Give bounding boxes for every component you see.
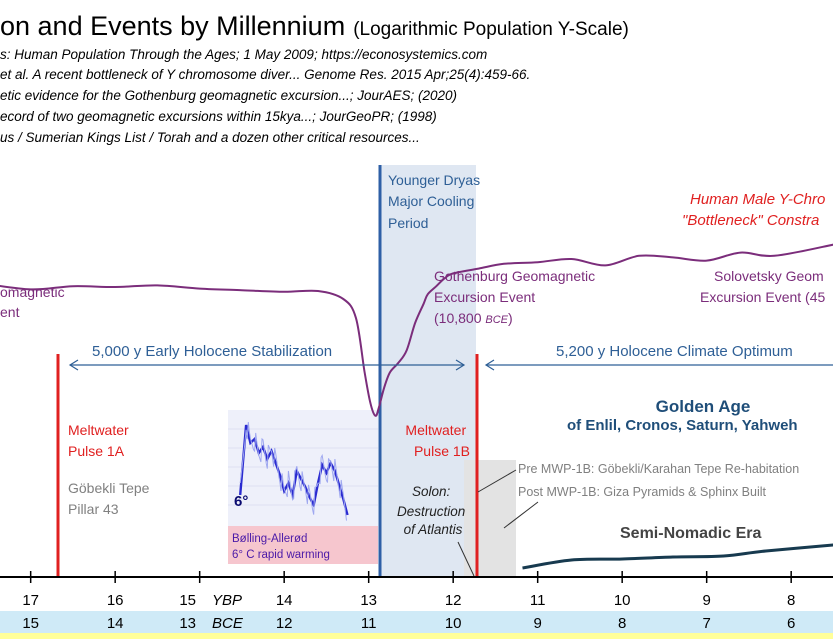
- gothenburg-date: (10,800 BCE): [434, 310, 513, 326]
- post-mwp-label: Post MWP-1B: Giza Pyramids & Sphinx Buil…: [518, 485, 767, 499]
- younger-dryas-band: [380, 165, 476, 577]
- bottleneck-label-2: "Bottleneck" Constra: [682, 212, 819, 229]
- source-line-2: et al. A recent bottleneck of Y chromoso…: [0, 67, 530, 82]
- bce-tick-label: 9: [534, 615, 542, 632]
- bce-tick-label: 6: [787, 615, 795, 632]
- ybp-tick-label: 12: [445, 592, 462, 609]
- population-curve: [0, 243, 833, 417]
- solovetsky-label: Solovetsky Geom Excursion Event (45: [700, 268, 828, 305]
- bce-axis-label: BCE: [212, 615, 244, 632]
- bce-tick-label: 11: [361, 615, 377, 632]
- ybp-tick-label: 9: [703, 592, 711, 609]
- bolling-inset-bg: [228, 410, 378, 526]
- source-line-1: s: Human Population Through the Ages; 1 …: [0, 47, 487, 62]
- ybp-tick-labels: 17 16 15 14 13 12 11 10 9 8: [22, 592, 795, 609]
- post-mwp-pointer: [503, 501, 539, 529]
- left-geomagnetic-label: omagnetic ent: [0, 284, 68, 320]
- bce-row-band: [0, 611, 833, 633]
- semi-nomadic-curve: [522, 543, 833, 570]
- bce-tick-label: 12: [276, 615, 293, 632]
- bce-tick-label: 14: [107, 615, 124, 632]
- younger-dryas-label: Younger Dryas Major Cooling Period: [388, 172, 484, 231]
- source-line-3: etic evidence for the Gothenburg geomagn…: [0, 88, 457, 103]
- early-holocene-arrow: [68, 359, 466, 371]
- gobekli-label: Göbekli Tepe Pillar 43: [68, 480, 153, 517]
- ybp-axis-label: YBP: [212, 592, 242, 609]
- bce-tick-label: 13: [179, 615, 196, 632]
- bolling-caption-box: [228, 526, 378, 564]
- bottleneck-label-1: Human Male Y-Chro: [690, 191, 825, 208]
- mwp1b-label: Meltwater Pulse 1B: [405, 422, 470, 459]
- title-sub: (Logarithmic Population Y-Scale): [353, 19, 629, 40]
- mwp1a-label: Meltwater Pulse 1A: [68, 422, 133, 459]
- bce-tick-label: 7: [703, 615, 711, 632]
- semi-nomadic-label: Semi-Nomadic Era: [620, 525, 761, 542]
- golden-age-sub: of Enlil, Cronos, Saturn, Yahweh: [567, 417, 798, 434]
- bce-tick-labels: 15 14 13 12 11 10 9 8 7 6: [22, 615, 795, 632]
- gothenburg-label: Gothenburg Geomagnetic Excursion Event: [434, 268, 599, 305]
- pre-mwp-pointer: [477, 469, 517, 493]
- solon-label: Solon: Destruction of Atlantis: [397, 484, 469, 537]
- mwp-gray-band: [464, 460, 516, 577]
- six-degrees-label: 6°: [234, 493, 248, 510]
- ybp-tick-label: 11: [530, 592, 546, 609]
- ybp-tick-label: 14: [276, 592, 293, 609]
- title-main: on and Events by Millennium: [0, 11, 345, 41]
- golden-age-label: Golden Age: [656, 397, 751, 416]
- source-line-5: us / Sumerian Kings List / Torah and a d…: [0, 130, 420, 145]
- bolling-caption: Bølling-Allerød: [232, 533, 307, 545]
- x-axis-ticks: [29, 571, 792, 583]
- ybp-tick-label: 17: [22, 592, 39, 609]
- ybp-tick-label: 10: [614, 592, 631, 609]
- holocene-optimum-label: 5,200 y Holocene Climate Optimum: [556, 343, 793, 360]
- bolling-inset: 6°: [228, 410, 378, 526]
- early-holocene-label: 5,000 y Early Holocene Stabilization: [92, 343, 332, 360]
- bce-tick-label: 10: [445, 615, 462, 632]
- holocene-optimum-arrow: [484, 359, 833, 371]
- ybp-tick-label: 15: [179, 592, 196, 609]
- bce-tick-label: 8: [618, 615, 626, 632]
- ybp-tick-label: 13: [360, 592, 377, 609]
- pre-mwp-label: Pre MWP-1B: Göbekli/Karahan Tepe Re-habi…: [518, 462, 799, 476]
- solon-pointer: [457, 541, 475, 577]
- bottom-yellow-strip: [0, 633, 833, 639]
- bolling-caption-sub: 6° C rapid warming: [232, 549, 330, 561]
- chart-title: on and Events by Millennium (Logarithmic …: [0, 11, 629, 41]
- bce-tick-label: 15: [22, 615, 39, 632]
- ybp-tick-label: 16: [107, 592, 124, 609]
- ybp-tick-label: 8: [787, 592, 795, 609]
- source-line-4: ecord of two geomagnetic excursions with…: [0, 109, 437, 124]
- bolling-noise-line: [239, 421, 347, 521]
